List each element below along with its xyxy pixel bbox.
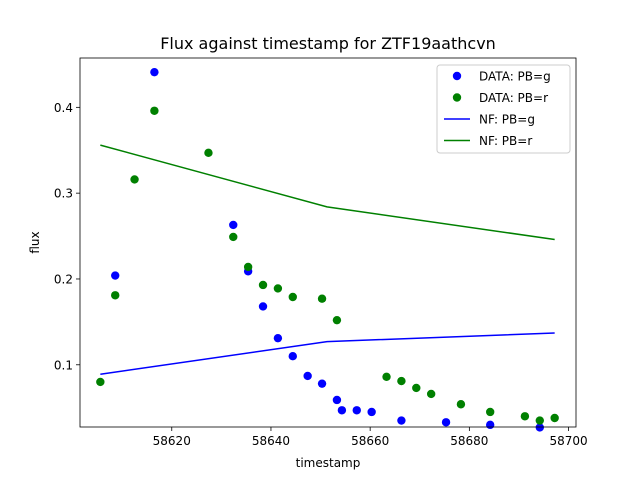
data-point-data-pb-r	[485, 407, 495, 417]
data-point-data-pb-g	[150, 67, 159, 77]
data-point-data-pb-r	[204, 148, 213, 158]
legend-entry-data-pb-r: DATA: PB=r	[479, 91, 548, 105]
legend-entry-nf-pb-r: NF: PB=r	[479, 134, 532, 148]
x-tick-label: 58640	[252, 434, 290, 448]
data-point-data-pb-g	[485, 420, 495, 430]
plot-frame	[79, 57, 577, 428]
data-point-data-pb-r	[397, 376, 406, 386]
data-point-data-pb-g	[535, 423, 544, 432]
data-point-data-pb-g	[229, 220, 238, 230]
data-point-data-pb-r	[273, 284, 283, 293]
legend-box	[436, 64, 571, 154]
data-point-data-pb-g	[288, 352, 297, 361]
data-point-data-pb-r	[456, 400, 466, 409]
y-tick-label: 0.3	[54, 187, 73, 201]
data-point-data-pb-r	[130, 175, 139, 184]
legend: DATA: PB=g DATA: PB=r NF: PB=g NF: PB=r	[436, 64, 571, 154]
data-point-data-pb-r	[535, 416, 544, 425]
data-point-data-pb-g	[111, 271, 120, 280]
series-points	[96, 67, 559, 432]
data-point-data-pb-r	[229, 232, 238, 242]
data-point-data-pb-r	[550, 413, 559, 423]
y-tick-label: 0.1	[54, 358, 73, 372]
data-point-data-pb-g	[397, 416, 406, 425]
data-point-data-pb-g	[317, 379, 327, 388]
y-tick-label: 0.4	[54, 101, 73, 115]
data-point-data-pb-r	[332, 315, 342, 325]
chart-title: Flux against timestamp for ZTF19aathcvn	[160, 34, 496, 53]
series-line-nf-pb-r	[100, 144, 555, 241]
legend-entry-nf-pb-g: NF: PB=g	[479, 113, 535, 127]
data-point-data-pb-r	[258, 280, 268, 290]
data-point-data-pb-r	[520, 412, 530, 421]
data-point-data-pb-g	[273, 333, 283, 343]
data-point-data-pb-r	[382, 372, 391, 381]
x-tick-label: 58660	[351, 434, 389, 448]
data-point-data-pb-r	[111, 291, 120, 300]
data-point-data-pb-r	[243, 262, 253, 272]
series-lines	[100, 144, 555, 375]
data-point-data-pb-r	[412, 383, 421, 393]
y-tick-label: 0.2	[54, 272, 73, 286]
y-axis-label: flux	[28, 231, 42, 253]
data-point-data-pb-g	[258, 302, 268, 311]
data-point-data-pb-r	[426, 389, 436, 399]
legend-swatch-data-pb-g	[452, 71, 462, 81]
x-tick-label: 58620	[153, 434, 191, 448]
series-line-nf-pb-g	[100, 332, 555, 375]
data-point-data-pb-g	[332, 395, 342, 405]
data-point-data-pb-g	[441, 418, 451, 427]
legend-entry-data-pb-g: DATA: PB=g	[479, 70, 551, 84]
data-point-data-pb-r	[317, 294, 327, 303]
data-point-data-pb-g	[303, 371, 312, 381]
legend-swatch-data-pb-r	[452, 93, 462, 102]
data-point-data-pb-g	[352, 406, 361, 415]
data-point-data-pb-r	[150, 106, 159, 115]
data-point-data-pb-r	[96, 377, 105, 387]
y-axis: 0.1 0.2 0.3 0.4	[54, 101, 80, 372]
x-tick-label: 58700	[549, 434, 587, 448]
data-point-data-pb-g	[337, 406, 347, 415]
x-tick-label: 58680	[450, 434, 488, 448]
data-point-data-pb-g	[367, 407, 376, 417]
x-axis-label: timestamp	[296, 456, 361, 470]
x-axis: 58620 58640 58660 58680 58700	[153, 427, 588, 448]
data-point-data-pb-r	[288, 292, 297, 302]
